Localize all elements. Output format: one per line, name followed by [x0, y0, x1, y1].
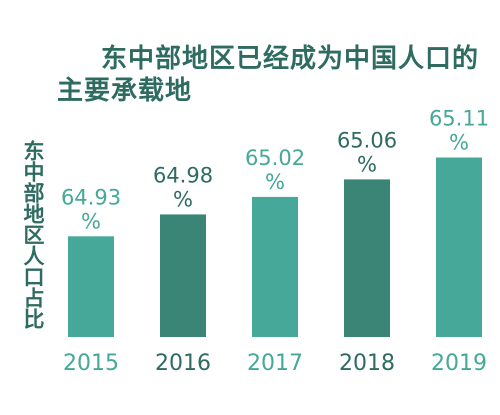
- data-label-2018: 65.06: [337, 128, 397, 152]
- x-tick-label-2018: 2018: [339, 351, 395, 376]
- bar-2016: [160, 214, 206, 337]
- data-label-unit-2019: %: [449, 131, 469, 155]
- chart-title-line-2: 主要承载地: [57, 76, 193, 106]
- x-tick-label-2017: 2017: [247, 351, 303, 376]
- data-label-unit-2015: %: [81, 209, 101, 233]
- bar-2019: [436, 157, 482, 337]
- x-tick-label-2019: 2019: [431, 351, 487, 376]
- data-label-unit-2018: %: [357, 152, 377, 176]
- data-label-2019: 65.11: [429, 107, 489, 131]
- x-tick-label-2016: 2016: [155, 351, 211, 376]
- y-axis-label: 东中部地区人口占比: [21, 140, 45, 329]
- bar-2015: [68, 236, 114, 337]
- data-label-unit-2017: %: [265, 170, 285, 194]
- data-label-2016: 64.98: [153, 163, 213, 187]
- bar-2018: [344, 179, 390, 337]
- bar-2017: [252, 196, 298, 337]
- data-label-2017: 65.02: [245, 146, 305, 170]
- chart-title-line-1: 东中部地区已经成为中国人口的: [101, 44, 480, 74]
- data-label-unit-2016: %: [173, 187, 193, 211]
- data-label-2015: 64.93: [61, 185, 121, 209]
- x-tick-label-2015: 2015: [63, 351, 119, 376]
